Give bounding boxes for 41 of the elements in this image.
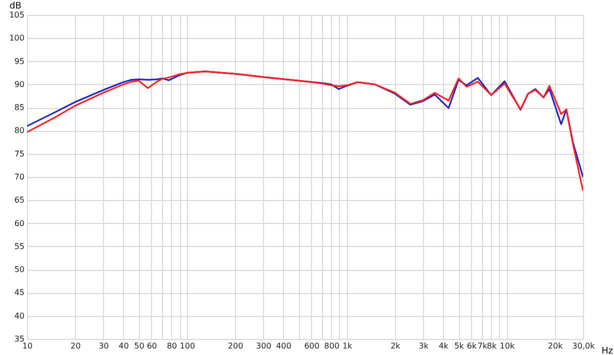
- x-tick-label: 50: [134, 342, 144, 350]
- x-tick-label: 4k: [438, 342, 449, 350]
- x-tick-label: 600: [304, 342, 320, 350]
- y-axis-title: dB: [10, 2, 22, 12]
- x-tick-label: 60: [146, 342, 158, 350]
- y-tick-label: 75: [14, 149, 24, 158]
- y-tick-label: 50: [14, 265, 24, 274]
- y-tick-label: 60: [14, 218, 24, 228]
- x-tick-label: 2k: [390, 342, 401, 350]
- x-tick-label: 80: [166, 342, 177, 350]
- x-tick-label: 800: [324, 342, 340, 350]
- y-tick-label: 45: [14, 288, 24, 298]
- x-tick-label: 10k: [500, 342, 515, 350]
- x-tick-label: 20k: [548, 342, 564, 350]
- y-tick-label: 100: [9, 34, 24, 43]
- y-tick-label: 65: [14, 196, 24, 205]
- y-tick-label: 40: [14, 311, 24, 320]
- x-tick-label: 1k: [342, 342, 353, 350]
- x-tick-label: 200: [228, 342, 244, 350]
- x-axis-title: Hz: [602, 346, 614, 355]
- y-tick-label: 70: [14, 172, 24, 182]
- x-tick-label: 300: [256, 342, 272, 350]
- x-tick-label: 7k: [478, 342, 488, 350]
- y-tick-label: 80: [14, 126, 24, 136]
- x-tick-label: 8k: [486, 342, 497, 350]
- x-tick-label: 20: [70, 342, 81, 350]
- x-tick-label: 6k: [466, 342, 477, 350]
- y-tick-label: 85: [14, 103, 24, 112]
- x-tick-label: 10: [22, 342, 33, 350]
- x-tick-label: 30,0k: [572, 342, 596, 350]
- x-tick-label: 400: [276, 342, 292, 350]
- y-tick-label: 55: [14, 242, 24, 251]
- x-tick-label: 30: [98, 342, 109, 350]
- x-tick-label: 100: [180, 342, 196, 350]
- y-tick-label: 90: [14, 80, 24, 89]
- x-tick-label: 40: [118, 342, 129, 350]
- x-tick-label: 3k: [418, 342, 429, 350]
- x-tick-label: 5k: [454, 342, 464, 350]
- y-tick-label: 95: [14, 56, 24, 66]
- y-tick-label: 105: [9, 10, 24, 20]
- y-tick-label: 35: [14, 334, 24, 344]
